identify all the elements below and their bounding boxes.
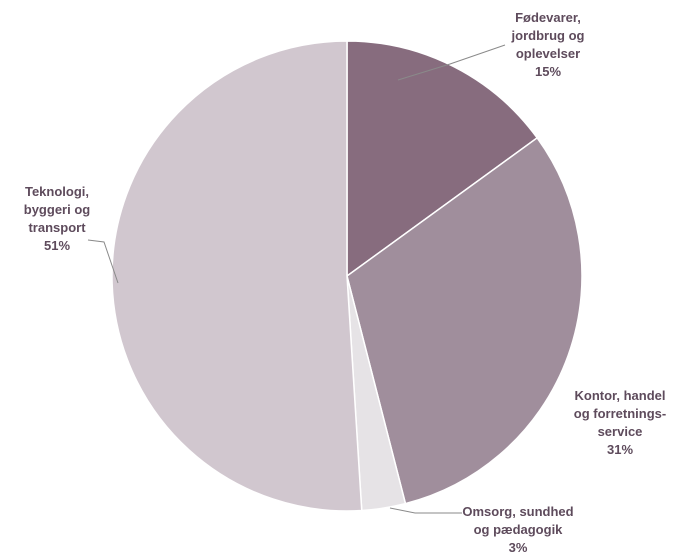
leader-line-2 bbox=[389, 507, 462, 514]
slice-category-label: og pædagogik bbox=[474, 522, 564, 537]
pie-slice-3 bbox=[111, 40, 363, 512]
slice-category-label: service bbox=[598, 424, 643, 439]
pie-slices bbox=[111, 40, 583, 512]
slice-label-3: Teknologi, byggeri og transport 51% bbox=[24, 184, 91, 253]
slice-label-0: Fødevarer, jordbrug og oplevelser 15% bbox=[511, 10, 585, 79]
slice-category-label: Fødevarer, bbox=[515, 10, 581, 25]
slice-category-label: transport bbox=[28, 220, 86, 235]
leader-lines bbox=[87, 44, 506, 514]
slice-category-label: oplevelser bbox=[516, 46, 580, 61]
slice-category-label: jordbrug og bbox=[511, 28, 585, 43]
slice-value-label: 3% bbox=[509, 540, 528, 555]
leader-line-0 bbox=[397, 44, 506, 81]
slice-value-label: 15% bbox=[535, 64, 561, 79]
slice-category-label: og forretnings- bbox=[574, 406, 666, 421]
pie-slice-0 bbox=[346, 40, 539, 278]
slice-label-1: Kontor, handel og forretnings-service 31% bbox=[574, 388, 666, 457]
slice-category-label: byggeri og bbox=[24, 202, 91, 217]
slice-value-label: 51% bbox=[44, 238, 70, 253]
pie-slice-1 bbox=[346, 136, 583, 505]
slice-value-label: 31% bbox=[607, 442, 633, 457]
slice-labels: Fødevarer, jordbrug og oplevelser 15% Kontor… bbox=[24, 10, 666, 555]
slice-label-2: Omsorg, sundhed og pædagogik 3% bbox=[462, 504, 573, 555]
slice-category-label: Teknologi, bbox=[25, 184, 89, 199]
slice-category-label: Omsorg, sundhed bbox=[462, 504, 573, 519]
slice-category-label: Kontor, handel bbox=[575, 388, 666, 403]
leader-line-3 bbox=[87, 239, 119, 284]
